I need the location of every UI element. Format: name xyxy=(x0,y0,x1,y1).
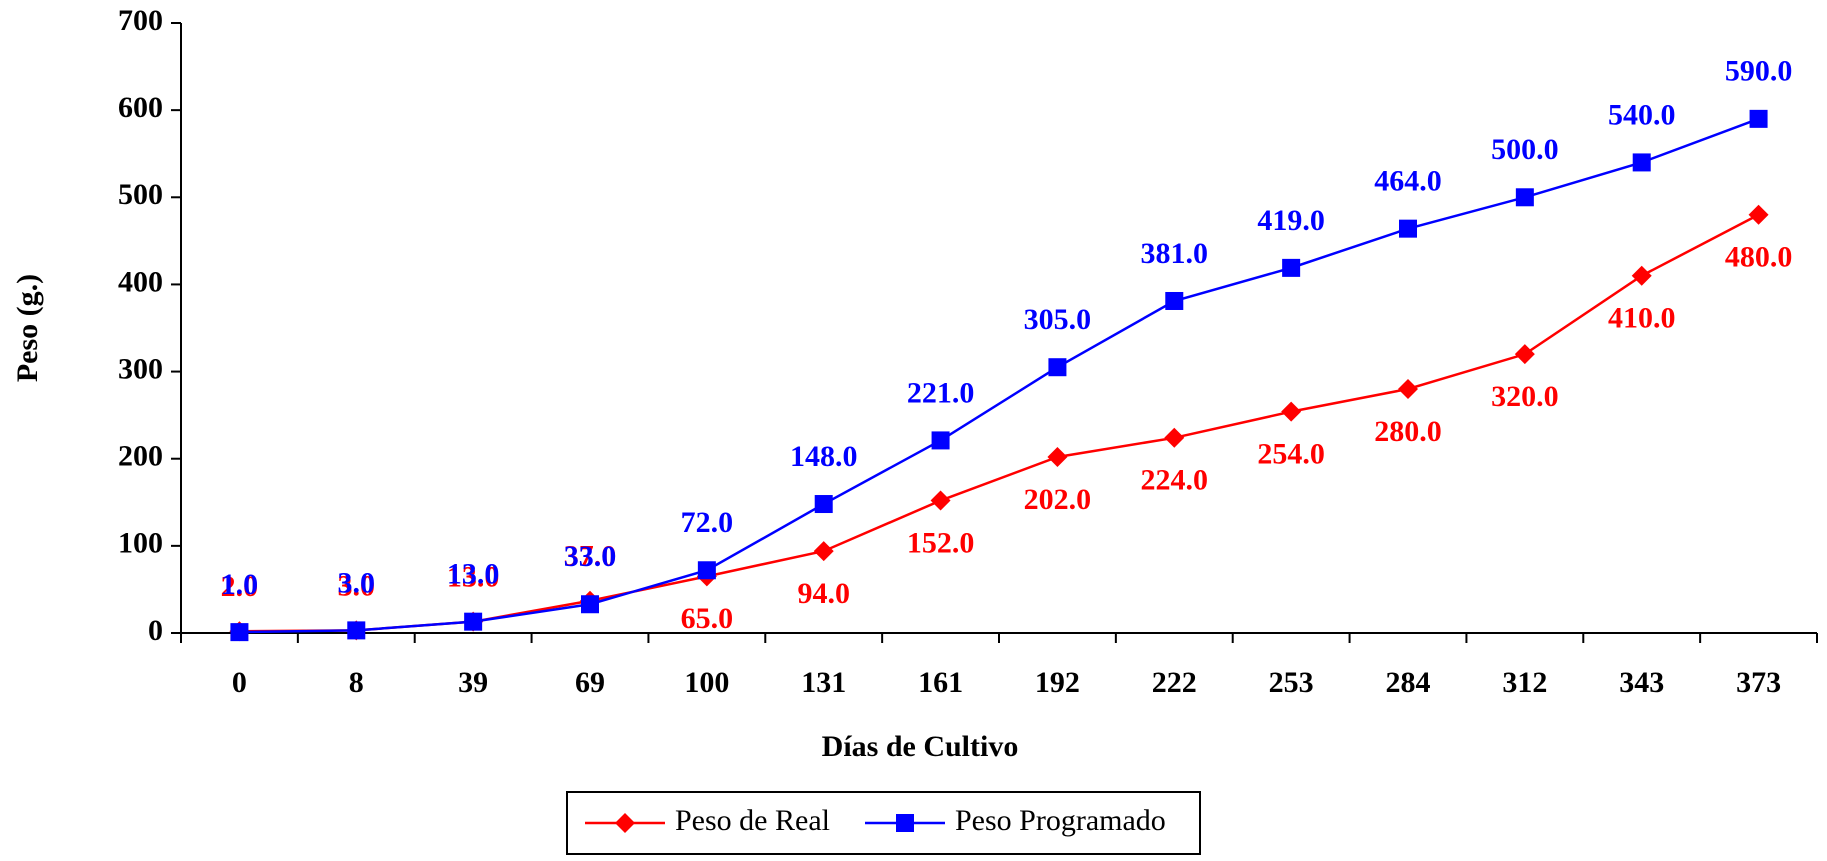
x-tick-label: 284 xyxy=(1386,666,1431,699)
diamond-marker xyxy=(1631,265,1652,286)
x-tick-label: 373 xyxy=(1736,666,1781,699)
square-marker xyxy=(931,431,950,450)
y-tick-label: 400 xyxy=(118,265,163,298)
square-marker xyxy=(1048,358,1067,377)
value-label: 280.0 xyxy=(1374,415,1442,448)
diamond-marker xyxy=(1398,379,1418,399)
x-tick-label: 8 xyxy=(349,666,364,699)
x-tick-label: 161 xyxy=(918,666,963,699)
value-label: 202.0 xyxy=(1024,483,1092,516)
value-label: 94.0 xyxy=(797,577,850,610)
value-label: 72.0 xyxy=(681,506,734,539)
value-label: 65.0 xyxy=(681,602,734,635)
value-label: 13.0 xyxy=(447,558,500,591)
x-tick-label: 69 xyxy=(575,666,605,699)
value-label: 13.0 xyxy=(447,561,500,594)
y-axis-title: Peso (g.) xyxy=(11,274,44,382)
square-marker xyxy=(814,495,833,514)
square-marker xyxy=(1515,188,1534,207)
x-tick-label: 312 xyxy=(1502,666,1547,699)
x-tick-label: 253 xyxy=(1269,666,1314,699)
x-axis-title: Días de Cultivo xyxy=(822,730,1019,763)
legend-label: Peso Programado xyxy=(955,804,1166,837)
x-tick-label: 39 xyxy=(458,666,488,699)
value-label: 464.0 xyxy=(1374,165,1442,198)
y-tick-label: 0 xyxy=(148,614,163,647)
y-tick-label: 100 xyxy=(118,527,163,560)
square-marker xyxy=(1399,219,1417,238)
y-tick-label: 600 xyxy=(118,91,163,124)
value-label: 254.0 xyxy=(1257,438,1325,471)
square-marker xyxy=(1749,109,1768,128)
value-label: 3.0 xyxy=(338,569,376,602)
diamond-marker xyxy=(1281,401,1302,422)
value-label: 152.0 xyxy=(907,526,975,559)
diamond-marker xyxy=(1164,427,1185,448)
y-tick-label: 500 xyxy=(118,178,163,211)
square-marker xyxy=(464,612,483,631)
square-marker xyxy=(347,621,366,640)
series-line xyxy=(239,117,1760,634)
value-label: 500.0 xyxy=(1491,133,1559,166)
square-marker xyxy=(1632,153,1651,172)
diamond-marker xyxy=(813,541,834,562)
x-tick-label: 0 xyxy=(232,666,247,699)
value-label: 480.0 xyxy=(1725,241,1793,274)
value-label: 590.0 xyxy=(1725,55,1793,88)
square-marker xyxy=(697,561,716,580)
value-label: 419.0 xyxy=(1257,204,1325,237)
x-tick-label: 222 xyxy=(1152,666,1197,699)
diamond-marker xyxy=(1047,446,1068,467)
value-label: 320.0 xyxy=(1491,380,1559,413)
legend-marker xyxy=(896,814,914,832)
value-label: 224.0 xyxy=(1141,464,1209,497)
square-marker xyxy=(1165,291,1184,310)
x-tick-label: 100 xyxy=(684,666,729,699)
square-marker xyxy=(1282,258,1301,277)
diamond-marker xyxy=(1748,204,1769,225)
value-label: 305.0 xyxy=(1024,303,1092,336)
x-tick-label: 343 xyxy=(1619,666,1664,699)
value-label: 410.0 xyxy=(1608,302,1676,335)
value-label: 37.0 xyxy=(564,540,617,573)
diamond-marker xyxy=(1514,344,1535,365)
value-label: 540.0 xyxy=(1608,98,1676,131)
value-label: 3.0 xyxy=(338,566,376,599)
value-label: 221.0 xyxy=(907,376,975,409)
x-tick-label: 131 xyxy=(801,666,846,699)
square-marker xyxy=(581,595,599,614)
square-marker xyxy=(230,623,249,642)
value-label: 2.0 xyxy=(221,570,259,603)
y-tick-label: 300 xyxy=(118,352,163,385)
y-tick-label: 700 xyxy=(118,4,163,37)
diamond-marker xyxy=(930,490,951,511)
value-label: 148.0 xyxy=(790,440,858,473)
value-label: 381.0 xyxy=(1141,237,1209,270)
legend-marker xyxy=(615,813,635,833)
value-label: 1.0 xyxy=(221,568,259,601)
legend-label: Peso de Real xyxy=(675,804,830,837)
y-tick-label: 200 xyxy=(118,440,163,473)
value-label: 33.0 xyxy=(564,540,617,573)
x-tick-label: 192 xyxy=(1035,666,1080,699)
